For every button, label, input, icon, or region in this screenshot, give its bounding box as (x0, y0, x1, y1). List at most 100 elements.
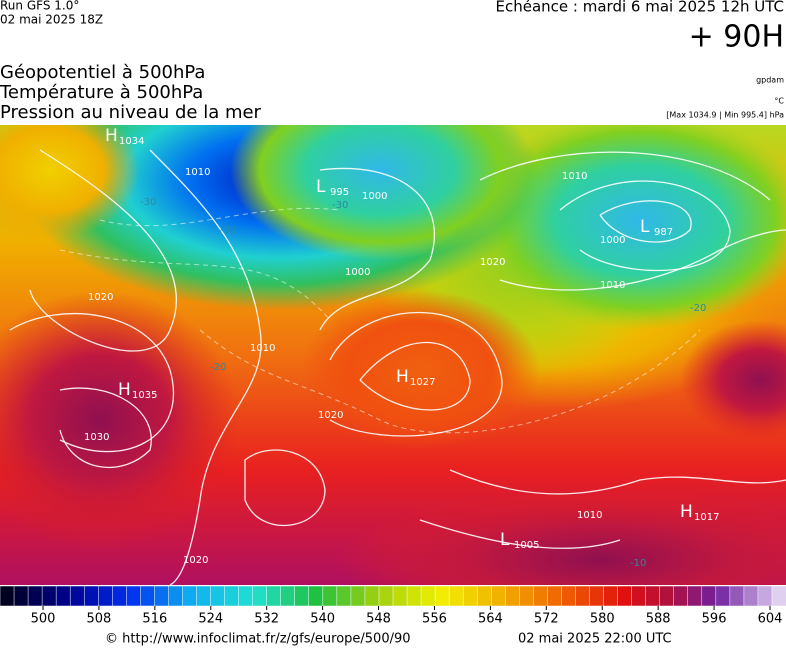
colorbar-cell (378, 585, 394, 607)
colorbar-cell (168, 585, 184, 607)
center-pressure: 1035 (132, 390, 157, 401)
colorbar-cell (154, 585, 170, 607)
contour-label: 1020 (318, 410, 343, 421)
lead-time: + 90H (689, 20, 784, 55)
field-title: Température à 500hPa (0, 82, 203, 103)
contour-label: 1020 (183, 555, 208, 566)
colorbar-cell (505, 585, 521, 607)
colorbar-cell (631, 585, 647, 607)
colorbar-cell (280, 585, 296, 607)
center-pressure: 1005 (514, 540, 539, 551)
colorbar-cell (182, 585, 198, 607)
contour-label: 1030 (84, 432, 109, 443)
unit-label: gpdam (756, 76, 784, 85)
colorbar: 500 508 516 524 532 540 548 556 564 572 580 588 596 6… (0, 585, 786, 627)
colorbar-label: 564 (478, 612, 503, 627)
run-date: 02 mai 2025 18Z (0, 13, 103, 27)
center-type: L (640, 217, 650, 237)
colorbar-label: 516 (142, 612, 167, 627)
contour-label: 1020 (88, 292, 113, 303)
colorbar-cell (69, 585, 85, 607)
colorbar-cell (196, 585, 212, 607)
colorbar-cell (434, 585, 450, 607)
colorbar-cell (547, 585, 563, 607)
colorbar-cell (701, 585, 717, 607)
center-pressure: 987 (654, 227, 673, 238)
colorbar-label: 572 (534, 612, 559, 627)
center-type: H (680, 502, 693, 522)
colorbar-cell (715, 585, 731, 607)
colorbar-cell (420, 585, 436, 607)
temperature-label: -30 (220, 225, 236, 236)
colorbar-cell (561, 585, 577, 607)
colorbar-cell (364, 585, 380, 607)
colorbar-cell (729, 585, 745, 607)
temperature-label: -30 (140, 197, 156, 208)
contour-label: 1000 (600, 235, 625, 246)
forecast-time: Echéance : mardi 6 mai 2025 12h UTC (496, 0, 784, 16)
colorbar-label: 524 (198, 612, 223, 627)
colorbar-cell (603, 585, 619, 607)
unit-label: [Max 1034.9 | Min 995.4] hPa (666, 111, 784, 120)
center-type: H (396, 367, 409, 387)
colorbar-cell (757, 585, 773, 607)
center-type: L (500, 530, 510, 550)
colorbar-cell (126, 585, 142, 607)
field-title: Géopotentiel à 500hPa (0, 62, 205, 83)
colorbar-cell (771, 585, 786, 607)
colorbar-cell (533, 585, 549, 607)
field-title: Pression au niveau de la mer (0, 102, 262, 123)
colorbar-cell (462, 585, 478, 607)
contour-label: 1000 (362, 191, 387, 202)
colorbar-cell (294, 585, 310, 607)
center-pressure: 1034 (119, 136, 144, 147)
colorbar-cell (210, 585, 226, 607)
center-pressure: 1027 (410, 377, 435, 388)
colorbar-cell (645, 585, 661, 607)
temperature-label: -10 (630, 558, 646, 569)
colorbar-cell (659, 585, 675, 607)
colorbar-cell (0, 585, 15, 607)
map: 1010 1000 1000 1010 1020 1030 1020 1020 … (0, 125, 786, 585)
colorbar-label: 596 (702, 612, 727, 627)
colorbar-label: 604 (758, 612, 783, 627)
center-type: H (105, 126, 118, 146)
colorbar-cell (519, 585, 535, 607)
colorbar-label: 532 (254, 612, 279, 627)
contour-label: 1000 (345, 267, 370, 278)
center-type: L (316, 177, 326, 197)
temperature-label: -30 (332, 200, 348, 211)
colorbar-cell (98, 585, 114, 607)
colorbar-cell (617, 585, 633, 607)
contour-label: 1010 (250, 343, 275, 354)
center-pressure: 1017 (694, 512, 719, 523)
colorbar-cell (238, 585, 254, 607)
colorbar-label: 580 (590, 612, 615, 627)
contour-label: 1010 (185, 167, 210, 178)
colorbar-cell (266, 585, 282, 607)
colorbar-cell (252, 585, 268, 607)
colorbar-cell (308, 585, 324, 607)
generated-time: 02 mai 2025 22:00 UTC (518, 632, 672, 647)
temperature-label: -20 (690, 303, 706, 314)
colorbar-cell (448, 585, 464, 607)
colorbar-cell (687, 585, 703, 607)
colorbar-cell (55, 585, 71, 607)
colorbar-label: 540 (310, 612, 335, 627)
contour-label: 1020 (480, 257, 505, 268)
colorbar-label: 508 (87, 612, 112, 627)
colorbar-cell (743, 585, 759, 607)
colorbar-label: 588 (646, 612, 671, 627)
temperature-label: -20 (210, 362, 226, 373)
unit-label: °C (774, 97, 784, 106)
colorbar-cell (575, 585, 591, 607)
colorbar-cell (140, 585, 156, 607)
run-label: Run GFS 1.0° (0, 0, 79, 13)
contour-label: 1010 (562, 171, 587, 182)
colorbar-cell (27, 585, 43, 607)
colorbar-cell (41, 585, 57, 607)
source-link: © http://www.infoclimat.fr/z/gfs/europe/… (105, 632, 411, 647)
center-pressure: 995 (330, 187, 349, 198)
